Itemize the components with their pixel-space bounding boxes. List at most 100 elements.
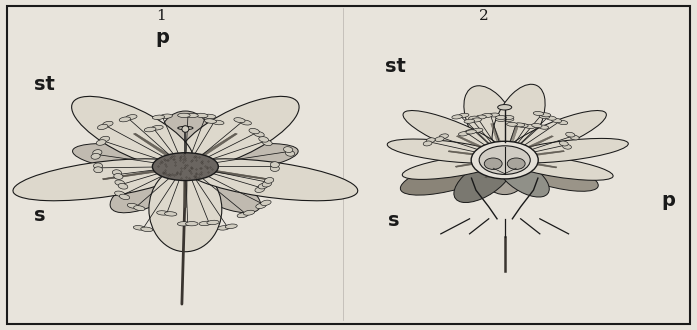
Ellipse shape xyxy=(503,115,514,119)
Ellipse shape xyxy=(186,113,198,117)
Ellipse shape xyxy=(102,121,113,127)
Ellipse shape xyxy=(471,118,482,122)
Ellipse shape xyxy=(473,128,483,132)
Ellipse shape xyxy=(255,187,265,192)
Ellipse shape xyxy=(466,130,476,134)
Ellipse shape xyxy=(160,111,211,167)
Ellipse shape xyxy=(496,117,507,121)
Ellipse shape xyxy=(400,155,507,195)
Ellipse shape xyxy=(464,86,519,158)
Ellipse shape xyxy=(160,114,172,118)
Ellipse shape xyxy=(212,120,224,125)
Ellipse shape xyxy=(237,213,248,218)
Ellipse shape xyxy=(119,194,130,200)
Ellipse shape xyxy=(151,125,163,130)
Ellipse shape xyxy=(225,224,237,229)
Ellipse shape xyxy=(258,183,268,189)
Ellipse shape xyxy=(262,181,271,187)
Ellipse shape xyxy=(496,115,507,119)
Ellipse shape xyxy=(479,146,530,174)
Ellipse shape xyxy=(518,123,528,127)
Ellipse shape xyxy=(134,206,145,211)
Ellipse shape xyxy=(218,225,230,230)
Text: st: st xyxy=(385,57,406,76)
Ellipse shape xyxy=(133,225,145,230)
Ellipse shape xyxy=(505,138,628,163)
Ellipse shape xyxy=(128,203,139,208)
Ellipse shape xyxy=(96,140,106,145)
Ellipse shape xyxy=(157,211,169,215)
Ellipse shape xyxy=(464,119,475,123)
Ellipse shape xyxy=(454,158,512,203)
Ellipse shape xyxy=(115,180,125,185)
Ellipse shape xyxy=(204,114,216,118)
Ellipse shape xyxy=(388,139,505,163)
Ellipse shape xyxy=(72,144,186,173)
Ellipse shape xyxy=(149,167,222,252)
Ellipse shape xyxy=(423,141,432,146)
Ellipse shape xyxy=(144,127,156,132)
Ellipse shape xyxy=(539,115,549,119)
Ellipse shape xyxy=(498,105,512,110)
Ellipse shape xyxy=(153,153,218,181)
Ellipse shape xyxy=(468,116,479,120)
Ellipse shape xyxy=(234,118,245,123)
Ellipse shape xyxy=(507,122,517,126)
Ellipse shape xyxy=(204,119,217,123)
Ellipse shape xyxy=(112,170,121,176)
Ellipse shape xyxy=(178,113,190,117)
Ellipse shape xyxy=(270,162,279,168)
Ellipse shape xyxy=(489,113,500,117)
Ellipse shape xyxy=(471,141,538,179)
Ellipse shape xyxy=(185,144,298,173)
Ellipse shape xyxy=(540,113,551,117)
Ellipse shape xyxy=(505,155,613,180)
Ellipse shape xyxy=(402,155,505,180)
Ellipse shape xyxy=(475,115,487,119)
Ellipse shape xyxy=(249,128,259,134)
Text: p: p xyxy=(155,28,169,47)
Ellipse shape xyxy=(558,120,568,125)
Ellipse shape xyxy=(254,131,264,137)
Ellipse shape xyxy=(427,138,435,143)
Ellipse shape xyxy=(110,166,191,213)
Ellipse shape xyxy=(484,158,502,169)
Text: s: s xyxy=(388,211,399,230)
Ellipse shape xyxy=(141,227,153,232)
Ellipse shape xyxy=(439,134,448,139)
Ellipse shape xyxy=(178,126,193,130)
Ellipse shape xyxy=(185,159,358,201)
Ellipse shape xyxy=(562,144,572,149)
Ellipse shape xyxy=(498,158,549,197)
Ellipse shape xyxy=(240,120,252,125)
Ellipse shape xyxy=(566,132,575,137)
Ellipse shape xyxy=(100,136,109,142)
Ellipse shape xyxy=(560,141,568,146)
Ellipse shape xyxy=(199,221,211,226)
Ellipse shape xyxy=(93,149,102,155)
Ellipse shape xyxy=(538,125,549,129)
Ellipse shape xyxy=(114,174,123,179)
Ellipse shape xyxy=(459,113,469,117)
Ellipse shape xyxy=(164,212,177,216)
Ellipse shape xyxy=(72,96,193,168)
Ellipse shape xyxy=(98,124,108,130)
Ellipse shape xyxy=(532,123,542,128)
Ellipse shape xyxy=(484,158,526,195)
Ellipse shape xyxy=(243,210,254,215)
Text: s: s xyxy=(34,206,45,225)
Ellipse shape xyxy=(546,116,556,120)
Ellipse shape xyxy=(503,111,606,159)
Ellipse shape xyxy=(492,84,545,158)
Ellipse shape xyxy=(551,118,562,123)
Ellipse shape xyxy=(570,135,579,140)
Ellipse shape xyxy=(514,123,525,127)
Text: 2: 2 xyxy=(479,9,489,23)
Ellipse shape xyxy=(93,167,102,173)
Ellipse shape xyxy=(270,166,279,172)
Ellipse shape xyxy=(114,191,125,196)
Ellipse shape xyxy=(182,126,189,132)
Ellipse shape xyxy=(93,163,102,169)
Ellipse shape xyxy=(533,112,544,115)
Ellipse shape xyxy=(285,150,295,156)
